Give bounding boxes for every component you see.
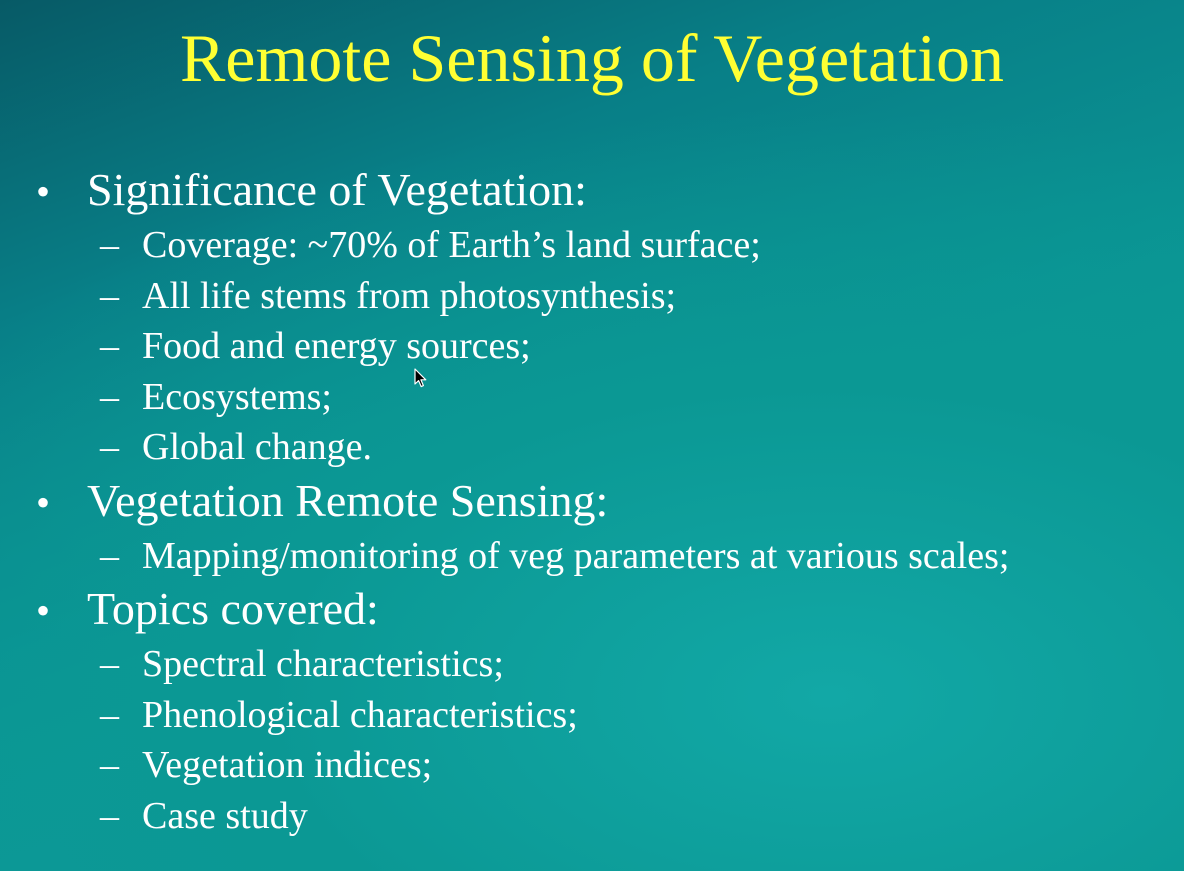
dash-icon: – (100, 744, 119, 786)
sub-item-text: Vegetation indices; (142, 744, 433, 786)
mouse-pointer-icon (414, 368, 427, 388)
sub-item-global-change: – Global change. (100, 422, 1176, 473)
bullet-icon: • (36, 588, 51, 633)
sub-item-coverage: – Coverage: ~70% of Earth’s land surface… (100, 220, 1176, 271)
bullet-icon: • (36, 169, 51, 214)
bullet-heading: Vegetation Remote Sensing: (87, 474, 609, 526)
dash-icon: – (100, 325, 119, 367)
bullet-significance-of-vegetation: • Significance of Vegetation: (36, 162, 1176, 220)
sub-item-ecosystems: – Ecosystems; (100, 372, 1176, 423)
dash-icon: – (100, 794, 119, 837)
dash-icon: – (100, 534, 119, 577)
sub-item-text: Case study (142, 794, 308, 837)
bullet-vegetation-remote-sensing: • Vegetation Remote Sensing: (36, 473, 1176, 531)
bullet-icon: • (36, 479, 51, 525)
sub-item-text: Ecosystems; (142, 375, 332, 418)
sub-item-text: Coverage: ~70% of Earth’s land surface; (142, 224, 761, 266)
sub-item-text: All life stems from photosynthesis; (142, 274, 677, 317)
sub-item-case-study: – Case study (100, 791, 1176, 842)
sub-item-photosynthesis: – All life stems from photosynthesis; (100, 271, 1176, 322)
dash-icon: – (100, 643, 119, 685)
sub-item-vegetation-indices: – Vegetation indices; (100, 740, 1176, 791)
bullet-heading: Significance of Vegetation: (87, 164, 587, 215)
dash-icon: – (100, 375, 119, 418)
slide-content: • Significance of Vegetation: – Coverage… (36, 162, 1176, 841)
sub-item-food-energy: – Food and energy sources; (100, 321, 1176, 372)
sub-item-phenological: – Phenological characteristics; (100, 690, 1176, 741)
sub-item-text: Global change. (142, 426, 373, 468)
bullet-topics-covered: • Topics covered: (36, 581, 1176, 639)
sub-item-text: Food and energy sources; (142, 325, 531, 367)
sub-item-mapping-monitoring: – Mapping/monitoring of veg parameters a… (100, 531, 1176, 582)
sub-item-spectral: – Spectral characteristics; (100, 639, 1176, 690)
sub-item-text: Phenological characteristics; (142, 693, 578, 736)
dash-icon: – (100, 693, 119, 736)
dash-icon: – (100, 274, 119, 317)
bullet-heading: Topics covered: (87, 583, 379, 634)
slide-title: Remote Sensing of Vegetation (179, 20, 1005, 96)
sub-item-text: Spectral characteristics; (142, 643, 504, 685)
dash-icon: – (100, 426, 119, 468)
dash-icon: – (100, 224, 119, 266)
sub-item-text: Mapping/monitoring of veg parameters at … (142, 534, 1010, 577)
